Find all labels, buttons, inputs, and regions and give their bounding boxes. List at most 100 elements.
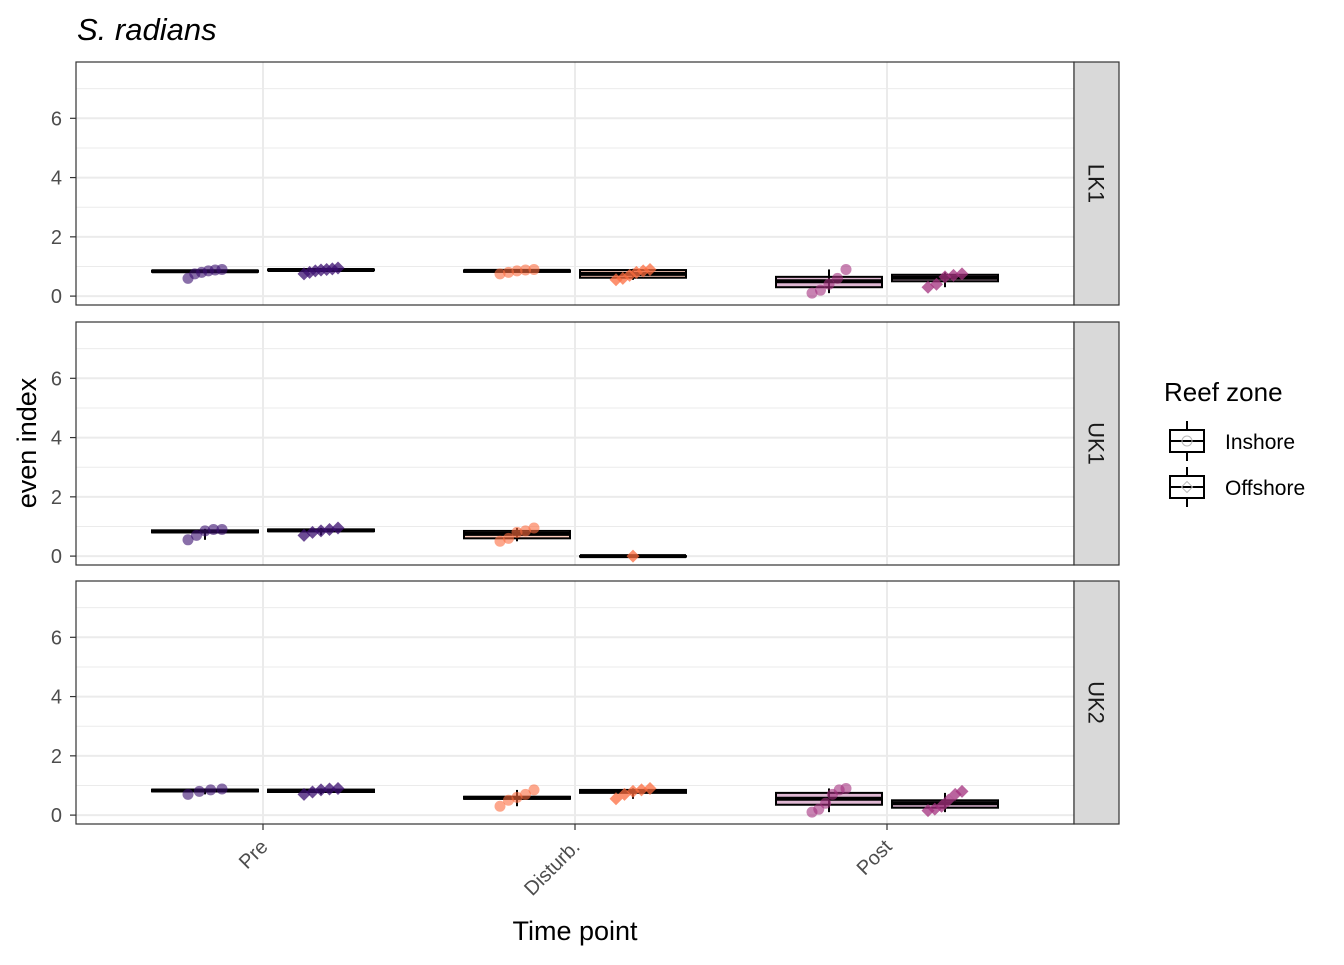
x-axis: Pre Disturb. Post: [235, 824, 897, 900]
data-point: [520, 525, 531, 537]
box-group-post-inshore: [775, 263, 883, 299]
legend-key-circle: [1181, 435, 1193, 447]
legend-item-inshore: Inshore: [1169, 421, 1295, 461]
x-axis-title: Time point: [512, 916, 638, 946]
data-point: [815, 284, 826, 296]
y-tick-label: 2: [51, 227, 62, 249]
facet-strip: [1073, 580, 1120, 825]
y-tick-label: 0: [51, 286, 62, 308]
data-point: [626, 784, 640, 798]
data-point: [528, 263, 540, 275]
data-point: [191, 529, 202, 541]
data-point: [820, 797, 832, 809]
data-point: [205, 784, 217, 796]
legend-key-diamond: [1180, 480, 1194, 494]
box-group-post-offshore: [891, 267, 999, 294]
box-group-pre-offshore: [267, 521, 375, 542]
data-point: [331, 781, 345, 795]
y-tick-label: 6: [51, 368, 62, 390]
box-group-pre-inshore: [151, 783, 259, 800]
data-point: [643, 781, 657, 795]
facet-panel-uk2: UK2 0 2 4 6: [51, 580, 1120, 827]
data-point: [323, 782, 336, 796]
data-point: [314, 524, 328, 538]
box-group-post-inshore: [775, 782, 883, 818]
data-point: [331, 261, 345, 275]
y-tick-label: 0: [51, 546, 62, 568]
box-group-disturb-inshore: [463, 784, 571, 812]
data-point: [503, 794, 514, 806]
box-group-pre-inshore: [151, 263, 259, 284]
y-tick-label: 0: [51, 805, 62, 827]
data-point: [182, 788, 194, 800]
data-point: [840, 263, 852, 275]
data-point: [511, 526, 523, 538]
data-point: [930, 277, 943, 291]
facet-strip-label: UK1: [1084, 422, 1109, 465]
data-point: [938, 270, 952, 284]
x-tick-label: Pre: [235, 836, 273, 874]
chart-title: S. radians: [77, 12, 217, 47]
data-point: [626, 549, 640, 563]
data-point: [511, 265, 523, 277]
data-point: [199, 525, 211, 537]
data-point: [331, 521, 345, 535]
data-point: [216, 783, 228, 795]
legend-title: Reef zone: [1164, 377, 1283, 407]
data-point: [520, 264, 531, 276]
box-group-pre-inshore: [151, 523, 259, 546]
data-point: [494, 535, 506, 547]
data-point: [947, 268, 960, 282]
legend: Reef zone Inshore Offshore: [1164, 377, 1305, 507]
y-tick-label: 4: [51, 687, 62, 709]
data-point: [216, 263, 228, 275]
data-point: [840, 782, 852, 794]
x-tick-label: Disturb.: [520, 836, 584, 900]
data-point: [216, 523, 228, 535]
legend-item-label: Offshore: [1225, 477, 1305, 500]
data-point: [643, 262, 657, 276]
y-tick-label: 4: [51, 168, 62, 190]
facet-strip-label: UK2: [1084, 681, 1109, 724]
y-tick-label: 2: [51, 487, 62, 509]
facet-panel-uk1: UK1 0 2 4 6: [51, 321, 1120, 568]
facet-strip-label: LK1: [1084, 164, 1109, 203]
data-point: [832, 272, 843, 284]
facet-strip: [1073, 321, 1120, 566]
data-point: [528, 522, 540, 534]
data-point: [494, 268, 506, 280]
y-tick-label: 2: [51, 746, 62, 768]
box-group-disturb-offshore: [579, 262, 687, 287]
legend-item-label: Inshore: [1225, 431, 1295, 454]
data-point: [528, 784, 540, 796]
box-group-post-offshore: [891, 784, 999, 818]
y-axis-title: even index: [12, 377, 42, 508]
box-group-pre-offshore: [267, 781, 375, 801]
x-tick-label: Post: [853, 836, 897, 880]
data-point: [182, 534, 194, 546]
data-point: [193, 785, 205, 797]
box-group-disturb-inshore: [463, 263, 571, 280]
box-group-disturb-inshore: [463, 522, 571, 547]
box-group-disturb-offshore: [579, 549, 687, 563]
y-tick-label: 6: [51, 627, 62, 649]
data-point: [323, 522, 336, 536]
data-point: [955, 784, 969, 798]
data-point: [494, 800, 506, 812]
y-tick-label: 4: [51, 428, 62, 450]
data-point: [806, 287, 818, 299]
data-point: [635, 783, 648, 797]
box-group-disturb-offshore: [579, 781, 687, 806]
data-point: [314, 783, 328, 797]
data-point: [823, 278, 835, 290]
data-point: [520, 788, 531, 800]
data-point: [208, 523, 219, 535]
facet-panel-lk1: LK1 0 2 4 6: [51, 61, 1120, 308]
y-tick-label: 6: [51, 108, 62, 130]
data-point: [503, 266, 514, 278]
data-point: [503, 532, 514, 544]
legend-item-offshore: Offshore: [1169, 467, 1305, 507]
box-group-pre-offshore: [267, 261, 375, 281]
